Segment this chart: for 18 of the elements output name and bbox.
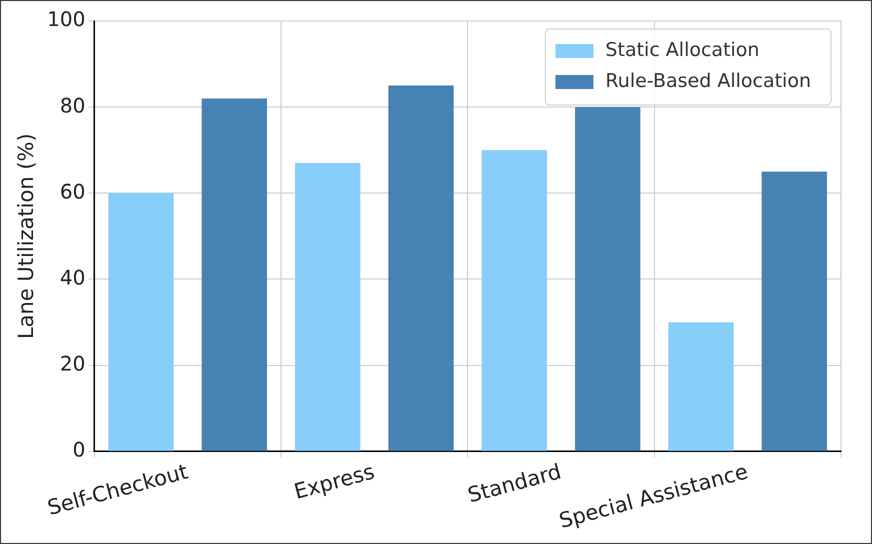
y-tick-label: 100 [47, 7, 86, 32]
y-tick-label: 20 [60, 352, 86, 376]
bar [108, 193, 174, 451]
bar [295, 163, 360, 451]
legend-label: Rule-Based Allocation [605, 70, 812, 92]
bar [575, 107, 640, 451]
y-axis-title: Lane Utilization (%) [14, 133, 38, 340]
bar [202, 98, 268, 451]
y-tick-label: 0 [72, 438, 86, 462]
y-tick-label: 40 [60, 265, 86, 290]
bar [482, 150, 548, 451]
bar [668, 322, 734, 451]
y-tick-label: 60 [60, 179, 86, 204]
y-tick-label: 80 [60, 93, 86, 118]
x-tick-label: Express [292, 459, 378, 504]
bar [388, 86, 454, 451]
bar [762, 172, 827, 451]
legend-label: Static Allocation [605, 38, 760, 61]
